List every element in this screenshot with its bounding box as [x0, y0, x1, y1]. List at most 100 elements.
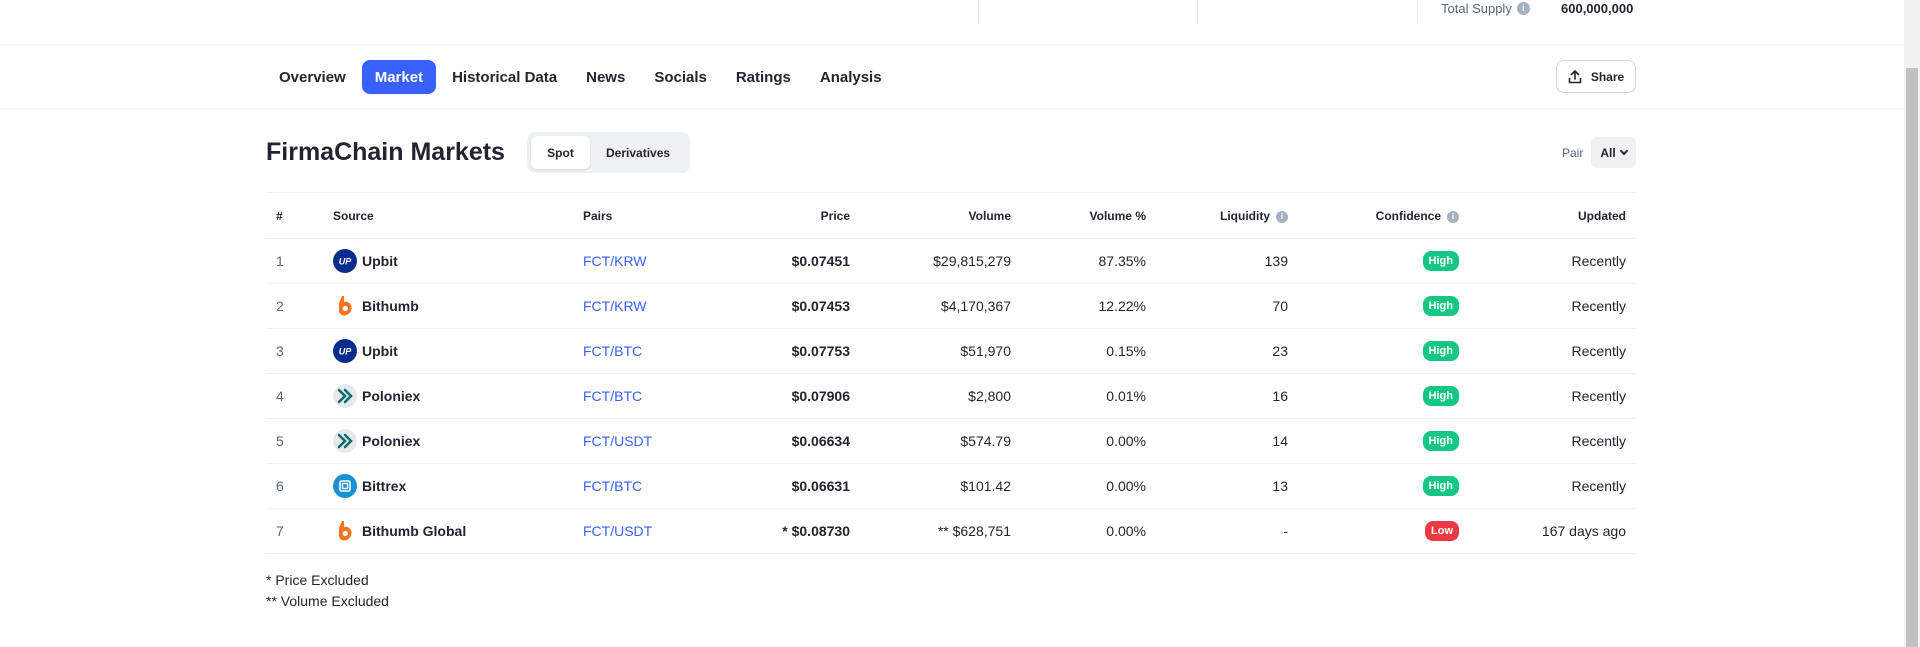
source-name[interactable]: Upbit — [362, 343, 398, 359]
pair-cell: FCT/USDT — [573, 508, 718, 554]
table-row[interactable]: 7 Bithumb Global FCT/USDT * $0.08730 ** $628… — [266, 508, 1636, 554]
tab-market[interactable]: Market — [361, 60, 437, 94]
confidence-cell: High — [1298, 463, 1469, 509]
col-volume-pct-header[interactable]: Volume % — [1021, 192, 1156, 239]
info-icon[interactable]: i — [1447, 210, 1459, 223]
source-name[interactable]: Poloniex — [362, 388, 421, 404]
col-confidence-header[interactable]: Confidence i — [1298, 192, 1469, 239]
table-row[interactable]: 1 UP Upbit FCT/KRW $0.07451 $29,815,279 87.35%… — [266, 238, 1636, 284]
volume-excluded-note: ** Volume Excluded — [266, 593, 389, 609]
source-name[interactable]: Bittrex — [362, 478, 407, 494]
row-number: 7 — [266, 508, 323, 554]
source-cell[interactable]: Bittrex — [323, 463, 573, 509]
confidence-header-label: Confidence — [1375, 208, 1441, 223]
poloniex-logo-icon — [333, 384, 357, 408]
confidence-cell: High — [1298, 328, 1469, 374]
tab-news[interactable]: News — [586, 68, 626, 86]
pair-link[interactable]: FCT/USDT — [583, 523, 653, 539]
source-name[interactable]: Bithumb Global — [362, 523, 467, 539]
footnotes: * Price Excluded ** Volume Excluded — [266, 570, 389, 612]
source-cell[interactable]: Poloniex — [323, 418, 573, 464]
confidence-badge: High — [1422, 476, 1459, 496]
row-number: 5 — [266, 418, 323, 464]
pair-cell: FCT/BTC — [573, 463, 718, 509]
volume-pct-cell: 0.00% — [1021, 463, 1156, 509]
scrollbar-thumb[interactable] — [1906, 68, 1918, 647]
price-excluded-note: * Price Excluded — [266, 572, 369, 588]
volume-cell: $2,800 — [860, 373, 1021, 419]
col-source-header[interactable]: Source — [323, 192, 573, 239]
tabs-bar: Overview Market Historical Data News Socials… — [0, 45, 1904, 109]
pair-cell: FCT/KRW — [573, 238, 718, 284]
confidence-badge: High — [1422, 341, 1459, 361]
pair-select[interactable]: All — [1591, 137, 1636, 168]
row-number: 2 — [266, 283, 323, 329]
confidence-cell: High — [1298, 418, 1469, 464]
col-pairs-header[interactable]: Pairs — [573, 192, 718, 239]
table-row[interactable]: 5 Poloniex FCT/USDT $0.06634 $574.79 0.00% 14 H… — [266, 418, 1636, 464]
pair-link[interactable]: FCT/USDT — [583, 433, 653, 449]
updated-cell: Recently — [1469, 283, 1636, 329]
share-button[interactable]: Share — [1556, 60, 1636, 93]
volume-cell: $574.79 — [860, 418, 1021, 464]
liquidity-cell: 23 — [1156, 328, 1298, 374]
source-name[interactable]: Bithumb — [362, 298, 419, 314]
source-cell[interactable]: UP Upbit — [323, 328, 573, 374]
stats-strip: Total Supply i 600,000,000 — [0, 0, 1904, 45]
liquidity-header-label: Liquidity — [1220, 208, 1270, 223]
row-number: 1 — [266, 238, 323, 284]
col-updated-header[interactable]: Updated — [1469, 192, 1636, 239]
price-cell: $0.07753 — [718, 328, 860, 374]
derivatives-tab[interactable]: Derivatives — [606, 145, 671, 160]
table-row[interactable]: 3 UP Upbit FCT/BTC $0.07753 $51,970 0.15% 23 Hig… — [266, 328, 1636, 374]
pair-link[interactable]: FCT/BTC — [583, 478, 643, 494]
volume-pct-cell: 12.22% — [1021, 283, 1156, 329]
total-supply-label: Total Supply — [1441, 0, 1512, 16]
volume-pct-cell: 0.01% — [1021, 373, 1156, 419]
upbit-logo-icon: UP — [333, 249, 357, 273]
liquidity-cell: - — [1156, 508, 1298, 554]
info-icon[interactable]: i — [1516, 1, 1530, 15]
updated-cell: Recently — [1469, 463, 1636, 509]
pair-link[interactable]: FCT/KRW — [583, 298, 647, 314]
markets-table: # Source Pairs Price Volume Volume % Liq… — [266, 192, 1636, 554]
pair-link[interactable]: FCT/KRW — [583, 253, 647, 269]
source-name[interactable]: Upbit — [362, 253, 398, 269]
price-cell: $0.07453 — [718, 283, 860, 329]
market-type-toggle: Spot Derivatives — [527, 132, 691, 173]
source-cell[interactable]: Poloniex — [323, 373, 573, 419]
col-price-header[interactable]: Price — [718, 192, 860, 239]
price-cell: * $0.08730 — [718, 508, 860, 554]
pair-link[interactable]: FCT/BTC — [583, 343, 643, 359]
tab-analysis[interactable]: Analysis — [819, 68, 882, 86]
source-cell[interactable]: UP Upbit — [323, 238, 573, 284]
source-name[interactable]: Poloniex — [362, 433, 421, 449]
tab-ratings[interactable]: Ratings — [735, 68, 791, 86]
info-icon[interactable]: i — [1276, 210, 1288, 223]
col-liquidity-header[interactable]: Liquidity i — [1156, 192, 1298, 239]
confidence-badge: Low — [1425, 521, 1459, 541]
liquidity-cell: 70 — [1156, 283, 1298, 329]
tab-overview[interactable]: Overview — [279, 68, 346, 86]
svg-text:UP: UP — [339, 257, 352, 267]
row-number: 3 — [266, 328, 323, 374]
tab-historical-data[interactable]: Historical Data — [452, 68, 558, 86]
col-num-header[interactable]: # — [266, 192, 323, 239]
col-volume-header[interactable]: Volume — [860, 192, 1021, 239]
volume-cell: $4,170,367 — [860, 283, 1021, 329]
volume-pct-cell: 0.00% — [1021, 508, 1156, 554]
upbit-logo-icon: UP — [333, 339, 357, 363]
source-cell[interactable]: Bithumb Global — [323, 508, 573, 554]
tab-socials[interactable]: Socials — [654, 68, 707, 86]
bithumb-logo-icon — [333, 294, 357, 318]
table-row[interactable]: 6 Bittrex FCT/BTC $0.06631 $101.42 0.00% 13 Hig… — [266, 463, 1636, 509]
table-row[interactable]: 4 Poloniex FCT/BTC $0.07906 $2,800 0.01% 16 Hig… — [266, 373, 1636, 419]
svg-text:UP: UP — [339, 347, 352, 357]
bittrex-logo-icon — [333, 474, 357, 498]
source-cell[interactable]: Bithumb — [323, 283, 573, 329]
liquidity-cell: 14 — [1156, 418, 1298, 464]
table-row[interactable]: 2 Bithumb FCT/KRW $0.07453 $4,170,367 12.22% 7… — [266, 283, 1636, 329]
pair-link[interactable]: FCT/BTC — [583, 388, 643, 404]
volume-cell: $101.42 — [860, 463, 1021, 509]
spot-tab[interactable]: Spot — [531, 136, 590, 169]
